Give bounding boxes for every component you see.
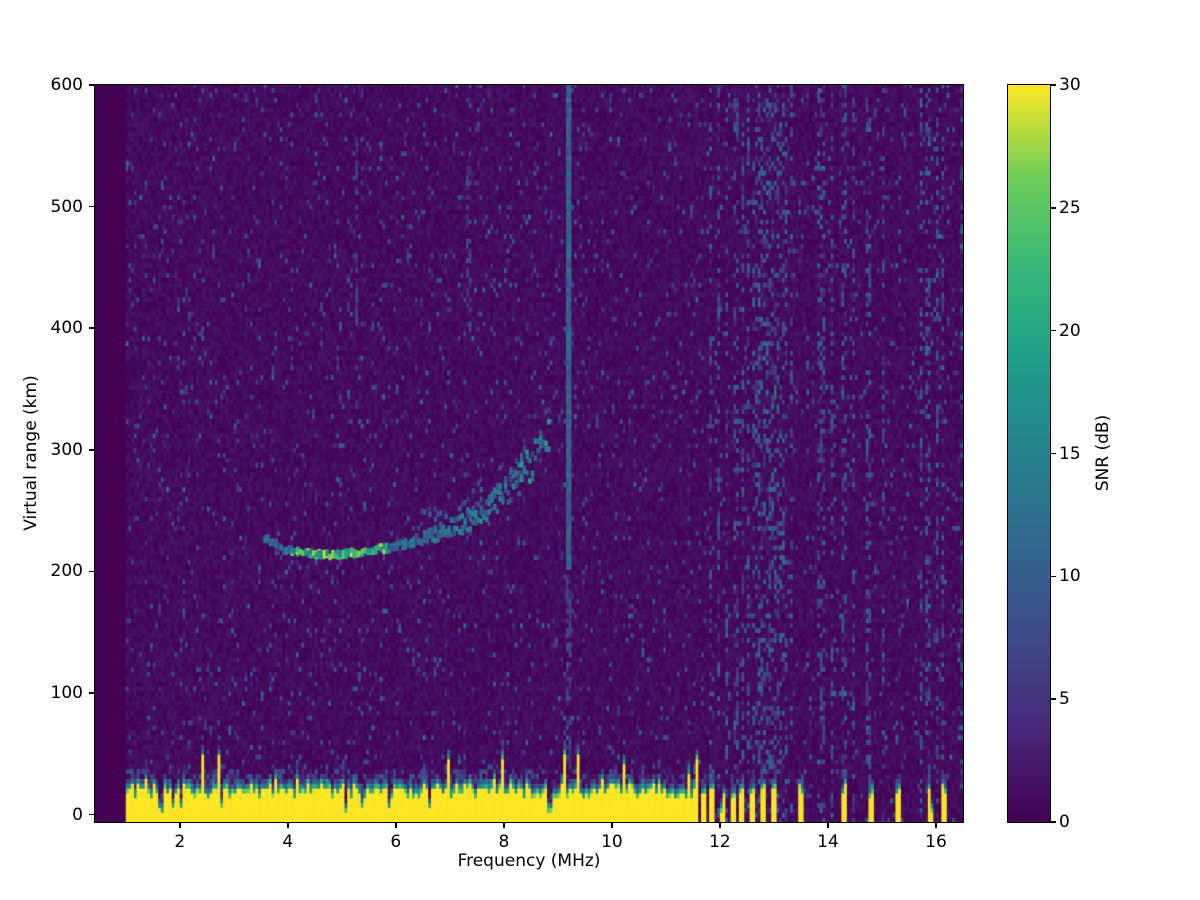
colorbar-tick-mark [1051, 207, 1056, 209]
x-tick-mark [395, 823, 397, 828]
x-tick-mark [503, 823, 505, 828]
y-axis-label: Virtual range (km) [21, 375, 41, 531]
colorbar-tick-mark [1051, 575, 1056, 578]
y-tick-mark [89, 570, 94, 573]
colorbar-tick-mark [1051, 698, 1056, 700]
x-tick-label: 4 [282, 832, 294, 852]
x-tick-mark [827, 823, 829, 828]
y-tick-mark [89, 84, 94, 86]
y-tick-mark [89, 449, 94, 451]
colorbar-tick-label: 15 [1059, 443, 1081, 464]
x-axis-label: Frequency (MHz) [457, 851, 601, 871]
x-tick-mark [719, 823, 721, 828]
ionogram-heatmap [95, 85, 963, 822]
y-tick-mark [89, 327, 94, 329]
colorbar-tick-mark [1051, 821, 1056, 823]
colorbar-label: SNR (dB) [1093, 414, 1113, 492]
colorbar-tick-label: 5 [1059, 689, 1070, 710]
colorbar-tick-mark [1051, 329, 1056, 332]
colorbar-tick-mark [1051, 84, 1056, 86]
y-tick-label: 300 [50, 439, 83, 460]
colorbar [1008, 85, 1050, 822]
y-tick-label: 400 [50, 318, 83, 339]
y-tick-label: 100 [50, 683, 83, 704]
colorbar-tick-label: 0 [1059, 812, 1070, 832]
x-tick-label: 6 [390, 832, 402, 852]
colorbar-tick-label: 30 [1059, 75, 1081, 95]
y-tick-mark [89, 205, 94, 208]
colorbar-tick-label: 10 [1059, 566, 1081, 587]
x-tick-mark [179, 823, 181, 828]
y-tick-label: 600 [50, 75, 83, 95]
x-tick-mark [935, 823, 937, 828]
colorbar-tick-label: 20 [1059, 320, 1081, 341]
y-tick-label: 200 [50, 561, 83, 582]
x-tick-mark [611, 823, 613, 828]
colorbar-tick-mark [1051, 452, 1056, 455]
colorbar-tick-label: 25 [1059, 197, 1081, 218]
x-tick-mark [287, 823, 289, 828]
y-tick-label: 0 [72, 804, 83, 825]
y-tick-label: 500 [50, 196, 83, 217]
x-tick-label: 8 [498, 832, 510, 852]
y-tick-mark [89, 813, 94, 816]
y-tick-mark [89, 692, 94, 694]
x-tick-label: 10 [601, 832, 623, 852]
x-tick-label: 14 [817, 832, 839, 852]
x-tick-label: 2 [174, 832, 186, 852]
x-tick-label: 12 [709, 832, 731, 852]
x-tick-label: 16 [925, 832, 947, 852]
